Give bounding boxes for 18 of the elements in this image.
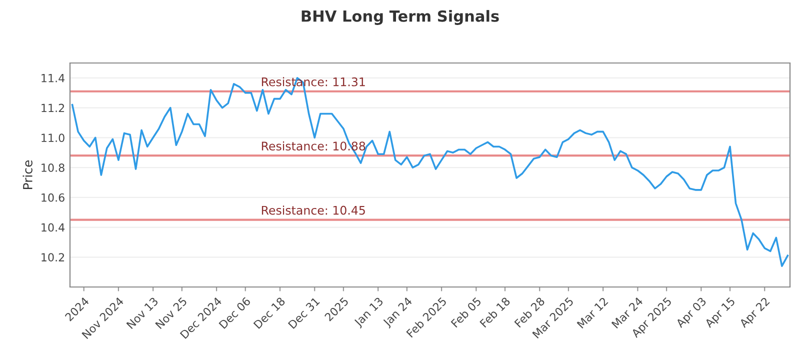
x-tick-label: Dec 31 (288, 296, 320, 330)
y-tick-label: 10.6 (42, 193, 64, 202)
y-tick-label: 11.4 (42, 74, 65, 82)
y-tick-label: 10.4 (42, 223, 65, 232)
line-series (71, 77, 789, 267)
y-tick-label: 10.8 (42, 164, 64, 172)
chart-title: BHV Long Term Signals (302, 10, 499, 25)
x-tick-label: Dec 18 (253, 296, 286, 330)
x-tick-label: Jan 13 (353, 296, 385, 329)
y-tick-label: 11.0 (42, 134, 64, 142)
x-tick-label: Feb 18 (479, 296, 511, 328)
x-tick-label: Apr 15 (704, 296, 737, 330)
ref-line-label: Resistance: 10.45 (262, 206, 365, 215)
x-tick-label: Apr 22 (738, 296, 772, 330)
x-tick-label: Mar 12 (576, 296, 608, 329)
y-tick-label: 11.2 (42, 104, 64, 112)
y-axis-title: Price (22, 160, 32, 190)
y-tick-label: 10.2 (42, 253, 64, 262)
